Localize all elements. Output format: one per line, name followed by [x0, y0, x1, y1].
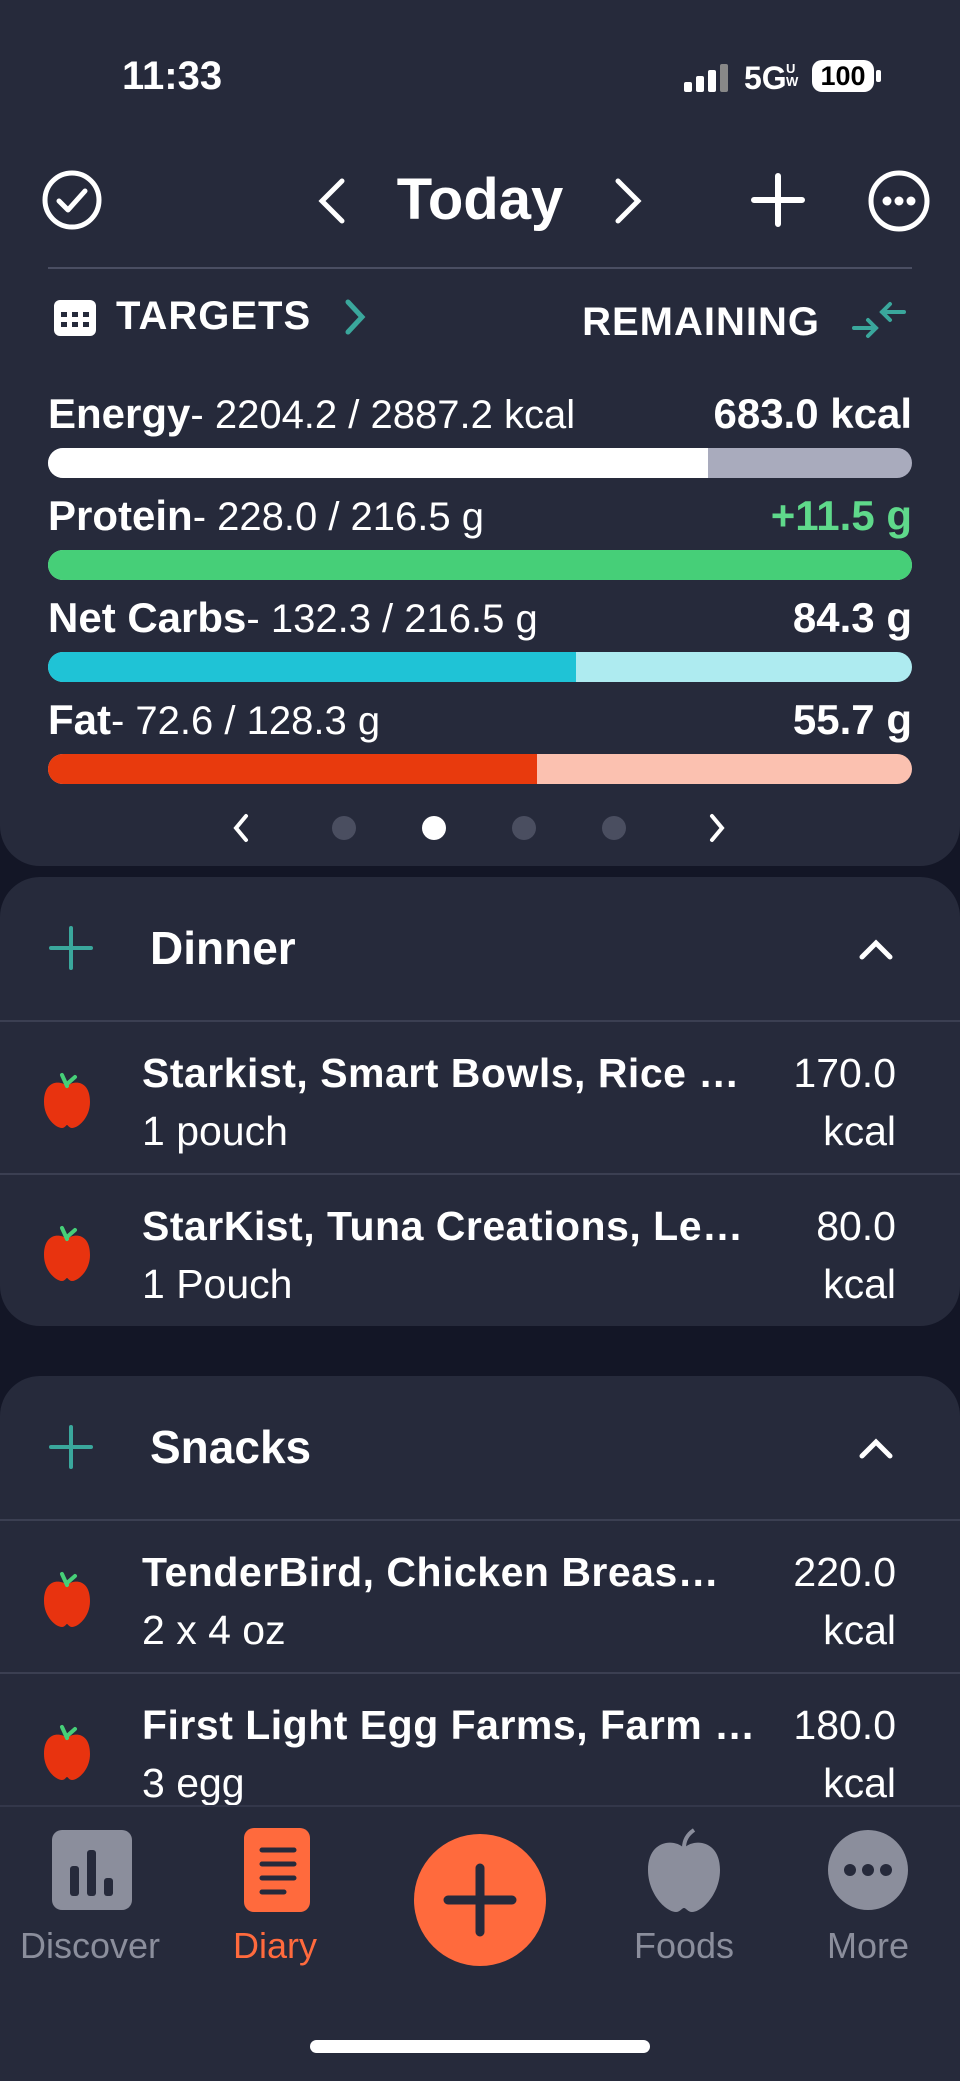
apple-icon [44, 1073, 90, 1128]
macro-name: Net Carbs [48, 594, 247, 641]
divider [0, 1020, 960, 1022]
progress-track [48, 550, 912, 580]
macro-detail: - 2204.2 / 2887.2 kcal [190, 393, 576, 437]
divider [48, 267, 912, 269]
macro-name: Energy [48, 390, 191, 437]
macro-remaining: +11.5 g [770, 492, 912, 539]
food-icon [42, 1724, 92, 1785]
food-row[interactable]: Starkist, Smart Bowls, Rice … 1 pouch 170.… [0, 1020, 960, 1173]
apple-icon [44, 1572, 90, 1627]
macro-remaining: 84.3 g [792, 594, 912, 641]
macro-remaining: 55.7 g [792, 696, 912, 743]
remaining-label[interactable]: REMAINING [582, 300, 820, 344]
macro-label: Net Carbs- 132.3 / 216.5 g [48, 594, 538, 642]
pager [233, 814, 725, 842]
food-name: TenderBird, Chicken Breas… [142, 1549, 720, 1595]
food-icon [42, 1225, 92, 1286]
food-unit: kcal [823, 1607, 896, 1653]
add-button[interactable] [750, 172, 806, 228]
date-title: Today [396, 167, 564, 232]
macro-remaining: 683.0 kcal [713, 390, 912, 437]
plus-icon [49, 926, 93, 970]
foods-icon[interactable] [644, 1828, 724, 1912]
chevron-up [859, 1438, 893, 1459]
progress-fill [48, 448, 708, 478]
collapse-button[interactable] [856, 929, 896, 974]
more-button[interactable] [866, 168, 932, 234]
meal-card: Snacks TenderBird, Chicken Breas… 2 x 4 oz… [0, 1376, 960, 1825]
battery: 100 [812, 60, 874, 92]
divider [0, 1173, 960, 1175]
food-name: First Light Egg Farms, Farm … [142, 1702, 756, 1748]
progress-track [48, 652, 912, 682]
macro-detail: - 228.0 / 216.5 g [192, 495, 485, 539]
plus-icon [49, 1425, 93, 1469]
macro-detail: - 132.3 / 216.5 g [246, 597, 538, 641]
macro-label: Protein- 228.0 / 216.5 g [48, 492, 484, 540]
food-icon [42, 1571, 92, 1632]
divider [0, 1519, 960, 1521]
progress-fill [48, 652, 576, 682]
macro-label: Fat- 72.6 / 128.3 g [48, 696, 380, 744]
divider [0, 1672, 960, 1674]
progress-fill [48, 550, 912, 580]
signal-icon [684, 64, 728, 92]
food-unit: kcal [823, 1760, 896, 1806]
calendar-icon [54, 300, 96, 336]
add-to-meal[interactable] [48, 1424, 94, 1470]
food-row[interactable]: First Light Egg Farms, Farm … 3 egg 180.0 k… [0, 1672, 960, 1825]
tab-label[interactable]: Discover [19, 1925, 161, 1966]
food-row[interactable]: TenderBird, Chicken Breas… 2 x 4 oz 220.0 k… [0, 1519, 960, 1672]
progress-track [48, 448, 912, 478]
apple-icon [44, 1725, 90, 1780]
macro-detail: - 72.6 / 128.3 g [111, 699, 381, 743]
tab-label[interactable]: Foods [633, 1925, 735, 1966]
diary-icon[interactable] [244, 1828, 310, 1912]
food-icon [42, 1072, 92, 1133]
discover-icon[interactable] [52, 1830, 132, 1910]
apple-icon [44, 1226, 90, 1281]
food-amount: 3 egg [142, 1760, 245, 1806]
network-suffix: UW [786, 61, 799, 89]
more-tab-icon[interactable] [828, 1830, 908, 1910]
meal-name: Snacks [150, 1421, 312, 1473]
next-day[interactable] [608, 176, 648, 226]
complete-button[interactable] [40, 168, 104, 232]
food-unit: kcal [823, 1261, 896, 1307]
meal-card: Dinner Starkist, Smart Bowls, Rice … 1 pou… [0, 877, 960, 1326]
macro-label: Energy- 2204.2 / 2887.2 kcal [48, 390, 575, 438]
tab-label[interactable]: More [826, 1925, 910, 1966]
food-amount: 1 Pouch [142, 1261, 293, 1307]
food-calories: 80.0 [816, 1203, 896, 1249]
macro-name: Protein [48, 492, 193, 539]
add-to-meal[interactable] [48, 925, 94, 971]
targets-chevron [345, 299, 366, 335]
meal-name: Dinner [150, 922, 296, 974]
food-row[interactable]: StarKist, Tuna Creations, Le… 1 Pouch 80.0… [0, 1173, 960, 1326]
food-calories: 220.0 [793, 1549, 896, 1595]
network-label: 5G [744, 60, 787, 96]
food-calories: 180.0 [793, 1702, 896, 1748]
food-amount: 1 pouch [142, 1108, 288, 1154]
macro-name: Fat [48, 696, 111, 743]
food-calories: 170.0 [793, 1050, 896, 1096]
prev-day[interactable] [312, 176, 352, 226]
food-amount: 2 x 4 oz [142, 1607, 286, 1653]
battery-tip [876, 70, 881, 82]
swap-icon[interactable] [850, 300, 908, 340]
targets-label[interactable]: TARGETS [116, 294, 312, 338]
status-time: 11:33 [122, 54, 223, 98]
food-name: StarKist, Tuna Creations, Le… [142, 1203, 744, 1249]
home-indicator [310, 2040, 650, 2053]
food-unit: kcal [823, 1108, 896, 1154]
progress-fill [48, 754, 537, 784]
add-food-button[interactable] [414, 1834, 546, 1966]
collapse-button[interactable] [856, 1428, 896, 1473]
chevron-up [859, 939, 893, 960]
food-name: Starkist, Smart Bowls, Rice … [142, 1050, 740, 1096]
tab-label[interactable]: Diary [232, 1925, 317, 1966]
progress-track [48, 754, 912, 784]
